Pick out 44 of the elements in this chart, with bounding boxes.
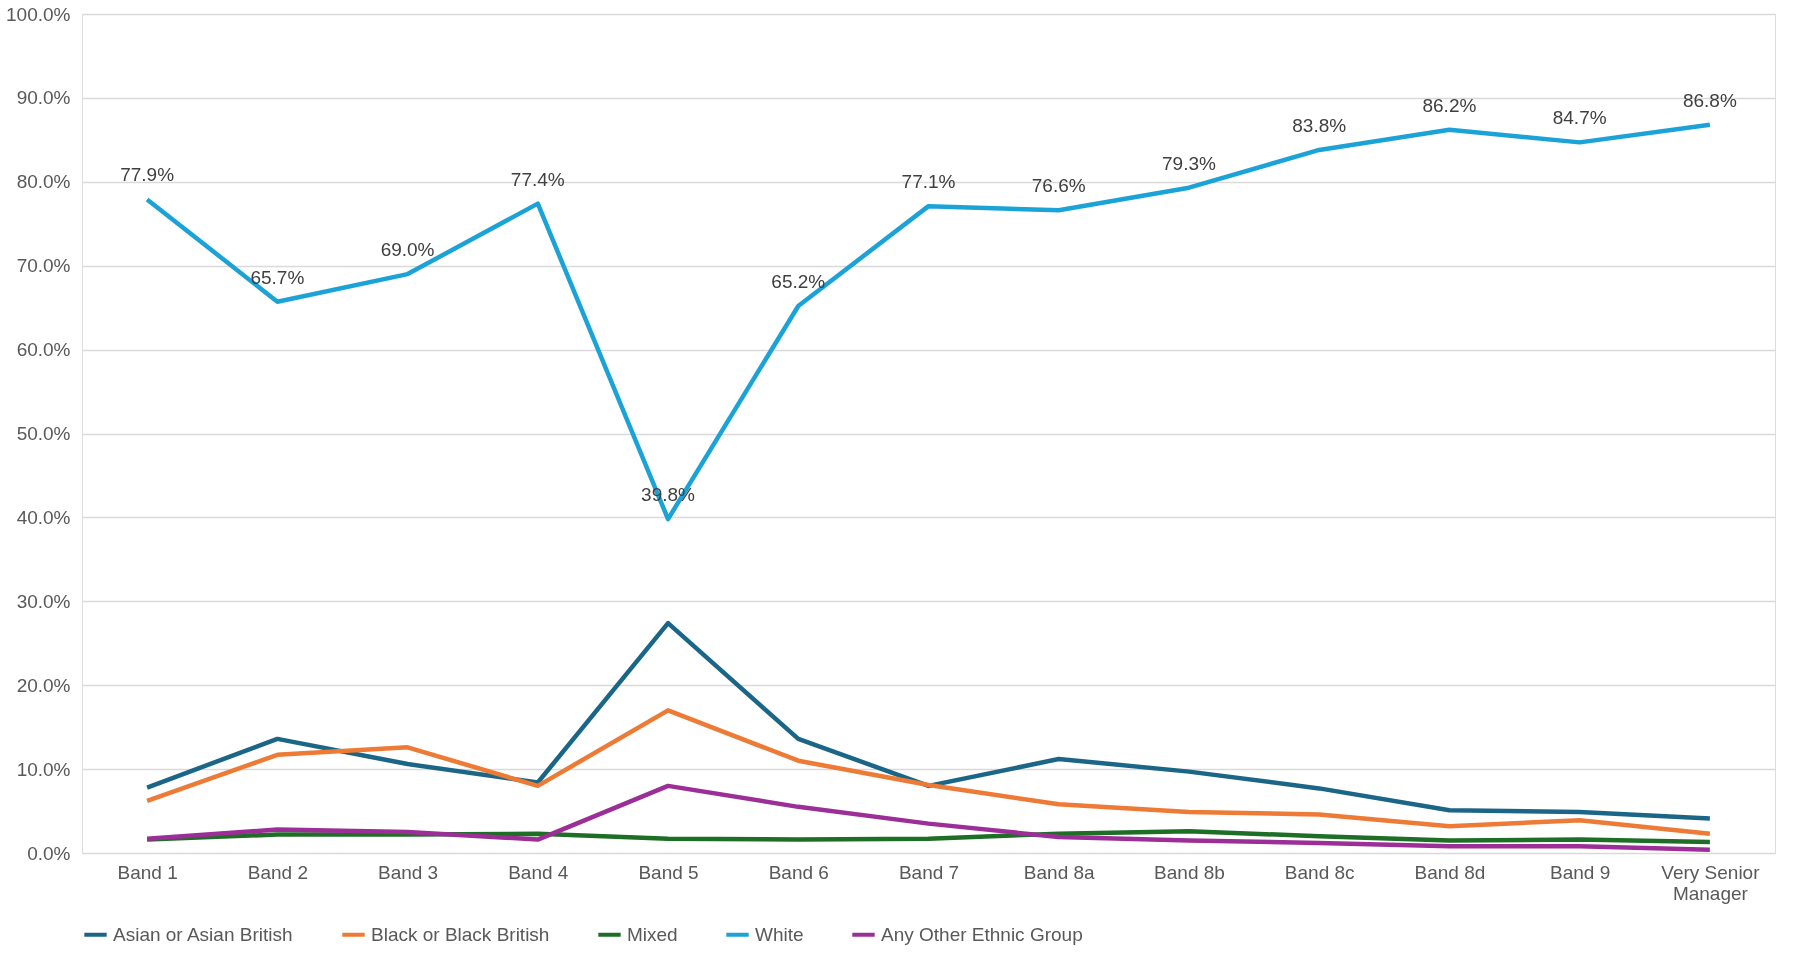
data-label: 77.9% <box>120 164 175 186</box>
x-tick-label: Band 7 <box>898 861 960 883</box>
x-tick-label: Band 4 <box>508 861 569 883</box>
x-tick-label: Band 5 <box>638 861 699 883</box>
y-tick-label: 0.0% <box>27 842 71 864</box>
x-tick-label: Band 8c <box>1284 861 1355 883</box>
legend-label: Black or Black British <box>371 923 550 945</box>
y-tick-label: 80.0% <box>16 171 71 193</box>
data-label: 65.7% <box>250 266 305 288</box>
data-label: 83.8% <box>1292 114 1347 136</box>
x-tick-label: Band 9 <box>1550 861 1611 883</box>
data-label: 77.1% <box>901 171 956 193</box>
y-tick-label: 20.0% <box>16 674 71 696</box>
x-tick-label: Band 2 <box>247 861 308 883</box>
y-tick-label: 40.0% <box>16 506 71 528</box>
y-tick-label: 50.0% <box>16 423 71 444</box>
y-tick-label: 30.0% <box>16 590 71 612</box>
legend-label: Any Other Ethnic Group <box>881 923 1083 945</box>
x-tick-label: Band 8a <box>1023 861 1096 883</box>
data-label: 86.8% <box>1682 89 1737 111</box>
x-tick-label: Very Senior Manager <box>1661 861 1761 904</box>
x-tick-label: Band 8d <box>1414 861 1486 883</box>
x-tick-label: Band 1 <box>117 861 178 883</box>
y-tick-label: 100.0% <box>6 3 71 25</box>
data-label: 76.6% <box>1031 175 1086 197</box>
y-tick-label: 90.0% <box>16 87 71 109</box>
y-tick-label: 70.0% <box>16 255 71 277</box>
legend-label: White <box>755 923 804 945</box>
x-tick-label: Band 6 <box>768 861 829 883</box>
line-series <box>144 620 1713 821</box>
x-tick-label: Band 3 <box>377 861 439 883</box>
x-tick-label: Band 8b <box>1154 861 1225 883</box>
data-label: 84.7% <box>1552 107 1607 129</box>
data-label: 65.2% <box>771 270 826 292</box>
y-tick-label: 10.0% <box>16 758 71 780</box>
y-tick-label: 60.0% <box>16 339 71 361</box>
data-label: 86.2% <box>1422 94 1477 116</box>
line-series <box>144 783 1713 852</box>
legend-label: Mixed <box>627 923 678 945</box>
line-series <box>144 708 1713 836</box>
data-label: 79.3% <box>1162 152 1216 174</box>
data-label: 69.0% <box>380 239 435 261</box>
data-label: 77.4% <box>510 168 565 190</box>
legend-label: Asian or Asian British <box>113 923 293 945</box>
